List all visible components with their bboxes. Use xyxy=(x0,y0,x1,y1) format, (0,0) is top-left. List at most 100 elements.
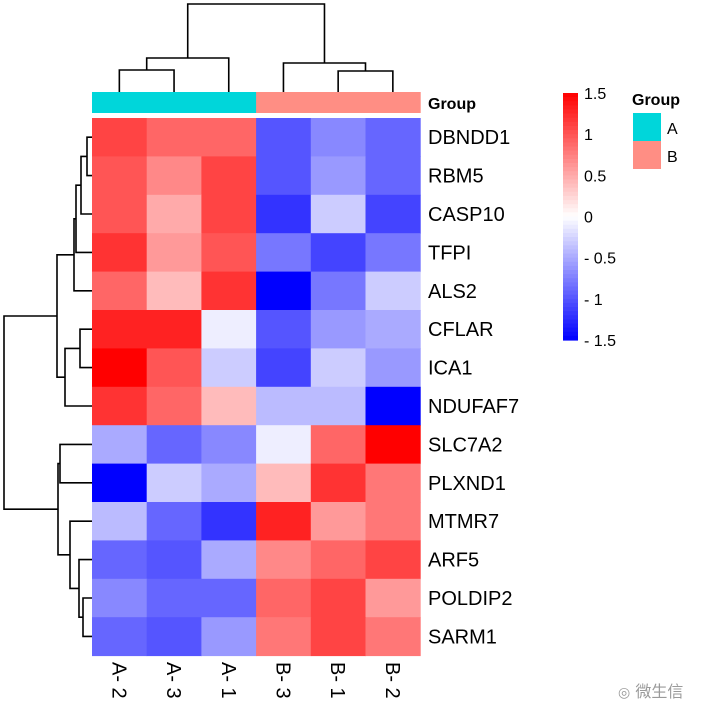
wechat-icon: ◎ xyxy=(618,685,631,701)
column-dendrogram-branch xyxy=(145,57,230,92)
heatmap-cell xyxy=(201,118,257,157)
heatmap-cell xyxy=(146,540,202,580)
colorbar-segment xyxy=(563,298,578,304)
heatmap-cell xyxy=(92,233,148,273)
row-label: CASP10 xyxy=(428,204,505,226)
heatmap-cell xyxy=(92,578,148,618)
colorbar-segment xyxy=(563,282,578,288)
heatmap-cell xyxy=(365,233,421,273)
colorbar-segment xyxy=(563,224,578,230)
group-legend-title: Group xyxy=(632,92,680,109)
heatmap-cell xyxy=(256,118,312,157)
colorbar-segment xyxy=(563,183,578,189)
heatmap-cell xyxy=(310,540,366,580)
heatmap-cell xyxy=(256,502,312,541)
row-label: SLC7A2 xyxy=(428,434,503,456)
heatmap-cell xyxy=(146,271,202,311)
heatmap-cell xyxy=(92,118,148,157)
group-legend-swatch xyxy=(633,113,661,141)
heatmap-cell xyxy=(92,194,148,234)
heatmap-cell xyxy=(201,233,257,273)
colorbar-segment xyxy=(563,249,578,255)
heatmap-cell xyxy=(146,386,202,426)
column-label: B- 1 xyxy=(326,662,348,699)
heatmap-cell xyxy=(146,502,202,541)
heatmap-cell xyxy=(256,310,312,349)
row-dendrogram-branch xyxy=(3,315,58,510)
heatmap-cell xyxy=(365,156,421,196)
colorbar-segment xyxy=(563,162,578,168)
heatmap-cell xyxy=(310,233,366,273)
colorbar-segment xyxy=(563,113,578,119)
heatmap-cell xyxy=(201,386,257,426)
heatmap-cell xyxy=(201,348,257,388)
row-dendrogram-branch xyxy=(69,520,92,590)
colorbar-segment xyxy=(563,191,578,197)
group-annotation-cell xyxy=(92,92,148,113)
colorbar-segment xyxy=(563,294,578,300)
colorbar-segment xyxy=(563,307,578,312)
heatmap-cell xyxy=(201,502,257,541)
heatmap-cell xyxy=(256,617,312,657)
colorbar-segment xyxy=(563,150,578,156)
heatmap-cell xyxy=(146,233,202,273)
heatmap-cell xyxy=(256,425,312,465)
colorbar-segment xyxy=(563,270,578,275)
colorbar-segment xyxy=(563,331,578,337)
row-dendrogram-branch xyxy=(79,328,92,369)
heatmap-cell xyxy=(201,156,257,196)
group-annotation-cell xyxy=(146,92,202,113)
heatmap-cell xyxy=(256,578,312,618)
heatmap-cell xyxy=(146,463,202,503)
heatmap-cell xyxy=(201,578,257,618)
row-dendrogram-branch xyxy=(78,558,92,618)
heatmap-cell xyxy=(92,617,148,657)
colorbar-tick-label: 1.5 xyxy=(584,86,606,103)
group-legend-swatch xyxy=(633,141,661,169)
colorbar-tick-label: 0.5 xyxy=(584,168,606,185)
row-label: ICA1 xyxy=(428,358,472,380)
colorbar-segment xyxy=(563,274,578,279)
colorbar-segment xyxy=(563,335,578,341)
colorbar-segment xyxy=(563,167,578,172)
heatmap-cell xyxy=(310,617,366,657)
heatmap-cell xyxy=(256,233,312,273)
row-label: POLDIP2 xyxy=(428,588,512,610)
heatmap-cell xyxy=(310,348,366,388)
column-label: A- 2 xyxy=(107,662,129,699)
heatmap-cell xyxy=(256,540,312,580)
heatmap-cell xyxy=(201,271,257,311)
colorbar-segment xyxy=(563,175,578,181)
heatmap-cell xyxy=(92,425,148,465)
heatmap-cell xyxy=(365,463,421,503)
row-label: ARF5 xyxy=(428,550,479,572)
colorbar-segment xyxy=(563,146,578,152)
column-dendrogram-branch xyxy=(337,70,394,92)
heatmap-cell xyxy=(92,540,148,580)
row-label: PLXND1 xyxy=(428,473,506,495)
heatmap-cell xyxy=(146,425,202,465)
colorbar-segment xyxy=(563,319,578,325)
row-label: NDUFAF7 xyxy=(428,396,519,418)
heatmap-cell xyxy=(310,463,366,503)
heatmap-cell xyxy=(310,271,366,311)
colorbar-segment xyxy=(563,265,578,271)
colorbar-segment xyxy=(563,257,578,263)
heatmap-cell xyxy=(365,502,421,541)
heatmap-cell xyxy=(201,194,257,234)
colorbar-segment xyxy=(563,311,578,316)
colorbar-segment xyxy=(563,200,578,205)
heatmap-cell xyxy=(310,194,366,234)
heatmap-cell xyxy=(92,156,148,196)
heatmap-cell xyxy=(256,194,312,234)
heatmap-cell xyxy=(310,118,366,157)
colorbar-segment xyxy=(563,290,578,296)
watermark: ◎ 微生信 xyxy=(618,682,684,701)
heatmap-cell xyxy=(256,271,312,311)
heatmap-cell xyxy=(92,463,148,503)
colorbar-segment xyxy=(563,212,578,218)
colorbar-segment xyxy=(563,93,578,98)
column-label: A- 3 xyxy=(162,662,184,699)
colorbar-tick-label: - 1.5 xyxy=(584,333,616,350)
colorbar-segment xyxy=(563,315,578,321)
